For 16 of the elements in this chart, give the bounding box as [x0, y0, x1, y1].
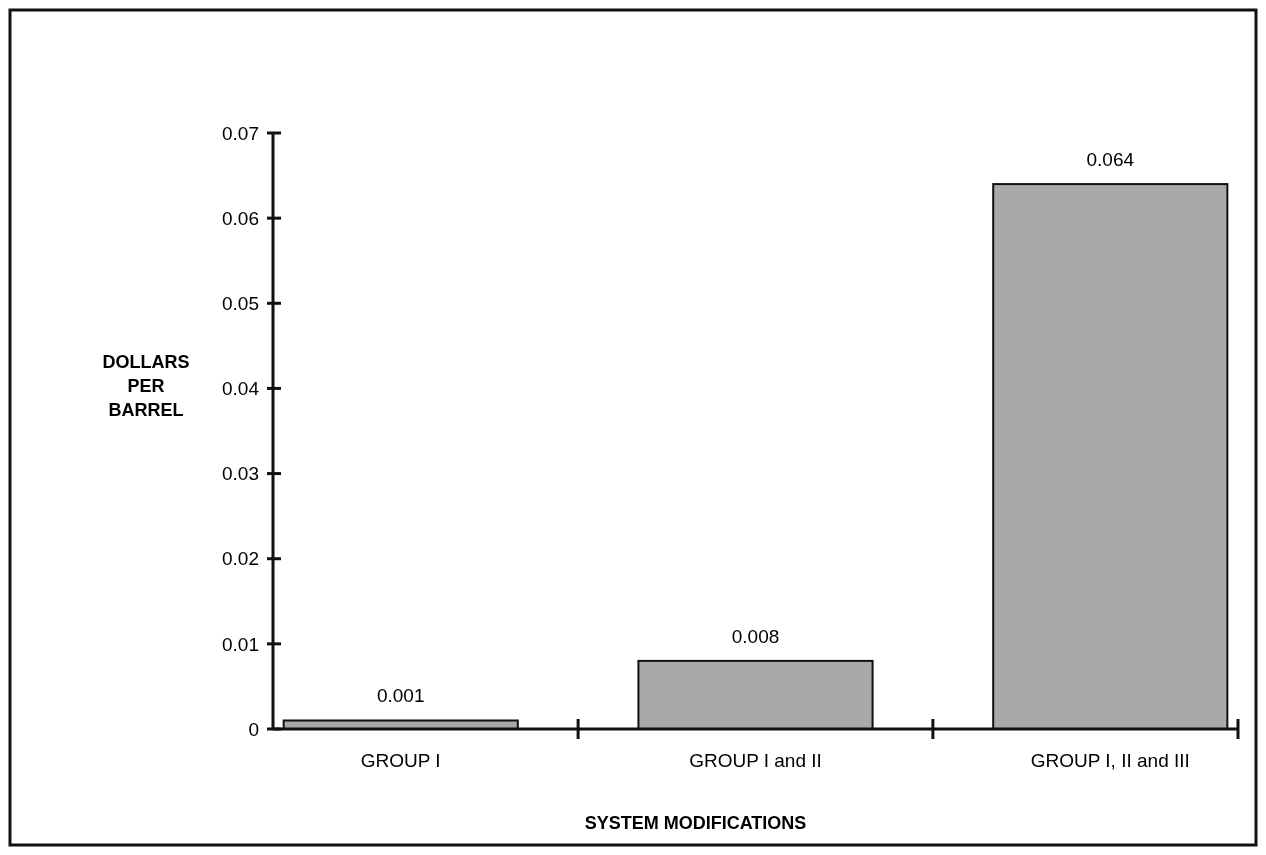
- y-tick-label: 0.06: [222, 207, 259, 229]
- y-tick-label: 0.01: [222, 633, 259, 655]
- x-axis-title: SYSTEM MODIFICATIONS: [584, 813, 807, 833]
- y-tick-label: 0.07: [222, 122, 259, 144]
- y-axis-title: DOLLARS PER BARREL: [102, 352, 190, 420]
- data-label: 0.001: [376, 685, 425, 707]
- y-tick-label: 0.02: [222, 548, 259, 570]
- data-label: 0.008: [731, 625, 780, 647]
- x-tick-label: GROUP I: [360, 750, 441, 771]
- y-tick-label: 0.03: [222, 463, 259, 485]
- y-tick-label: 0: [248, 718, 259, 740]
- x-tick-label: GROUP I, II and III: [1030, 750, 1190, 771]
- y-tick-label: 0.04: [222, 378, 260, 400]
- y-tick-label: 0.05: [222, 292, 259, 314]
- data-label: 0.064: [1086, 149, 1135, 171]
- x-tick-label: GROUP I and II: [689, 750, 822, 771]
